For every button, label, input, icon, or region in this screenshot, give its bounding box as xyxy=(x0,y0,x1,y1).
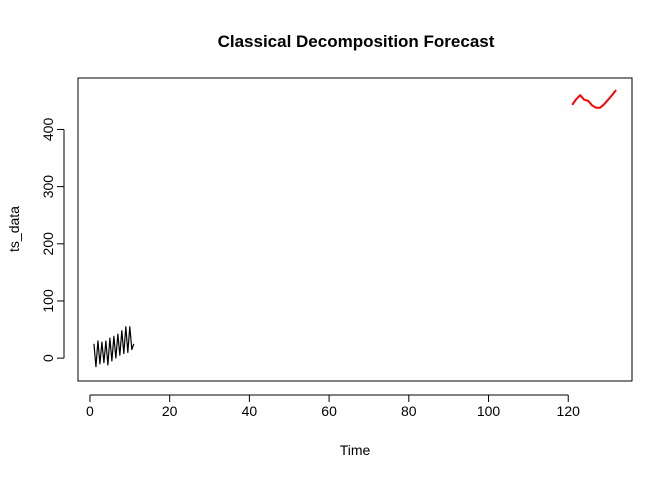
y-tick-label: 200 xyxy=(40,232,56,256)
y-tick-label: 300 xyxy=(40,175,56,199)
y-tick-label: 100 xyxy=(40,289,56,313)
x-tick-label: 80 xyxy=(401,403,417,419)
x-tick-label: 60 xyxy=(321,403,337,419)
series-line-1 xyxy=(93,326,135,368)
y-tick-label: 400 xyxy=(40,118,56,142)
x-tick-label: 100 xyxy=(477,403,501,419)
x-axis-label: Time xyxy=(340,442,371,458)
series-line-2 xyxy=(571,89,617,109)
plot-area-frame xyxy=(77,77,633,382)
chart-title: Classical Decomposition Forecast xyxy=(218,32,495,51)
y-axis-label: ts_data xyxy=(6,206,22,252)
series-layer xyxy=(93,89,617,368)
x-tick-label: 20 xyxy=(162,403,178,419)
y-tick-label: 0 xyxy=(40,354,56,362)
y-axis: 0 100 200 300 400 xyxy=(40,118,65,362)
x-tick-label: 120 xyxy=(557,403,581,419)
x-tick-label: 40 xyxy=(242,403,258,419)
x-axis: 0 20 40 60 80 100 120 xyxy=(86,394,581,419)
x-tick-label: 0 xyxy=(86,403,94,419)
